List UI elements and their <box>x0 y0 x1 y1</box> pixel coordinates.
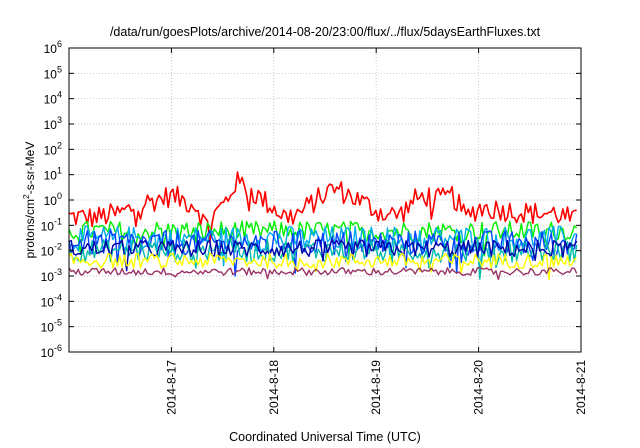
chart-title: /data/run/goesPlots/archive/2014-08-20/2… <box>110 25 541 39</box>
y-tick-label: 10-6 <box>41 343 62 360</box>
series-line <box>68 171 577 244</box>
x-tick-label: 2014-8-21 <box>574 360 588 415</box>
y-tick-label: 102 <box>44 140 62 157</box>
y-tick-label: 100 <box>44 191 62 208</box>
y-axis-ticks: 10-6 10-5 10-4 10-3 10-2 10-1 100 101 102 103 104 1… <box>41 39 581 360</box>
x-tick-label: 2014-8-20 <box>472 360 486 415</box>
y-tick-label: 10-2 <box>41 242 62 259</box>
series-line <box>68 252 578 281</box>
y-tick-label: 106 <box>44 39 62 56</box>
x-axis-ticks: 2014-8-17 2014-8-18 2014-8-19 2014-8-20 2014… <box>164 48 588 415</box>
series-line <box>68 267 578 281</box>
y-tick-label: 10-3 <box>41 267 62 284</box>
y-tick-label: 10-4 <box>41 292 62 309</box>
series-line <box>68 239 578 272</box>
series-lines <box>68 171 578 281</box>
y-axis-label: protons/cm2-s-sr-MeV <box>21 142 37 259</box>
y-tick-label: 10-1 <box>41 216 62 233</box>
y-tick-label: 10-5 <box>41 318 62 335</box>
x-axis-label: Coordinated Universal Time (UTC) <box>229 430 421 444</box>
x-tick-label: 2014-8-18 <box>267 360 281 415</box>
y-tick-label: 101 <box>44 166 62 183</box>
y-tick-label: 104 <box>44 90 62 107</box>
series-line <box>68 229 578 277</box>
plot-area-frame <box>68 47 582 353</box>
y-tick-label: 105 <box>44 64 62 81</box>
y-tick-label: 103 <box>44 115 62 132</box>
x-tick-label: 2014-8-17 <box>164 360 178 415</box>
x-tick-label: 2014-8-19 <box>369 360 383 415</box>
